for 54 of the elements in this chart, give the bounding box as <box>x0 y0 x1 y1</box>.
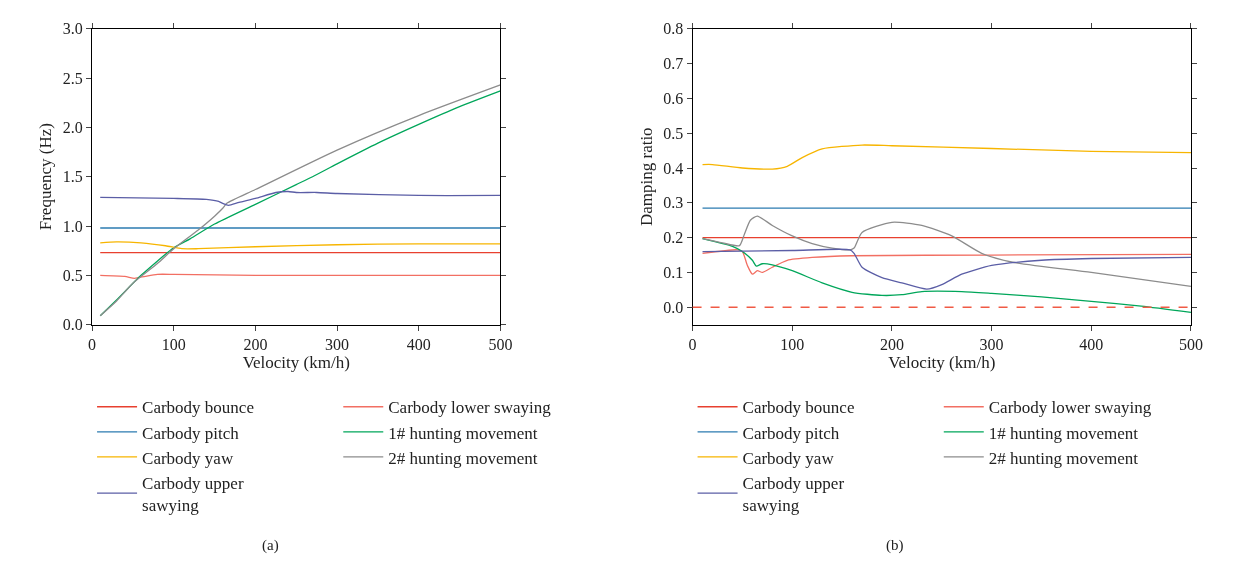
line-series <box>99 241 501 250</box>
y-tick-label: 1.0 <box>62 217 83 235</box>
legend-label: 1# hunting movement <box>988 423 1139 443</box>
legend-label: Carbody pitch <box>742 423 840 443</box>
legend-label: Carbody upper sawying <box>142 473 244 515</box>
x-tick-label: 0 <box>688 335 697 353</box>
legend-label: 1# hunting movement <box>388 423 538 443</box>
x-tick-label: 400 <box>1079 335 1104 353</box>
y-tick-label: 0.3 <box>663 194 684 212</box>
legend-label: Carbody lower swaying <box>988 398 1152 418</box>
legend-label: Carbody pitch <box>142 423 240 443</box>
y-tick-label: 0.4 <box>663 159 684 177</box>
y-tick-label: 0.5 <box>62 266 83 284</box>
line-series <box>701 248 1191 290</box>
x-axis-title: Velocity (km/h) <box>242 353 350 373</box>
line-series <box>99 190 501 206</box>
x-tick-label: 300 <box>325 335 350 353</box>
y-tick-label: 1.5 <box>62 168 83 186</box>
y-tick-label: 2.5 <box>62 69 83 87</box>
legend-label: Carbody bounce <box>142 398 254 418</box>
y-tick-label: 3.0 <box>62 20 83 38</box>
legend-label: Carbody yaw <box>142 448 234 468</box>
y-tick-label: 0.8 <box>663 20 684 38</box>
x-tick-label: 300 <box>979 335 1004 353</box>
legend-label: 2# hunting movement <box>388 448 538 468</box>
x-tick-label: 500 <box>1178 335 1203 353</box>
y-axis-title: Damping ratio <box>636 127 656 227</box>
y-tick-label: 0.2 <box>663 229 684 247</box>
text: (a) <box>262 537 279 554</box>
x-tick-label: 0 <box>88 335 97 353</box>
legend-label: Carbody yaw <box>742 448 835 468</box>
y-axis-title: Frequency (Hz) <box>36 123 56 231</box>
y-tick-label: 0.0 <box>62 316 83 334</box>
legend-label: 2# hunting movement <box>988 448 1139 468</box>
y-tick-label: 2.0 <box>62 118 83 136</box>
y-tick-label: 0.0 <box>663 298 684 316</box>
y-tick-label: 0.1 <box>663 264 684 282</box>
x-tick-label: 500 <box>488 335 513 353</box>
line-series <box>701 144 1191 170</box>
y-tick-label: 0.7 <box>663 55 684 73</box>
text: (b) <box>886 537 904 554</box>
legend-label: Carbody bounce <box>742 398 855 418</box>
line-series <box>701 215 1191 288</box>
x-tick-label: 200 <box>243 335 268 353</box>
x-axis-title: Velocity (km/h) <box>888 353 996 373</box>
line-series <box>701 249 1191 275</box>
x-tick-label: 400 <box>406 335 431 353</box>
y-tick-label: 0.6 <box>663 89 684 107</box>
x-tick-label: 200 <box>879 335 904 353</box>
legend-label: Carbody upper sawying <box>742 473 845 515</box>
x-tick-label: 100 <box>780 335 805 353</box>
x-tick-label: 100 <box>161 335 186 353</box>
y-tick-label: 0.5 <box>663 124 684 142</box>
legend-label: Carbody lower swaying <box>388 398 552 418</box>
